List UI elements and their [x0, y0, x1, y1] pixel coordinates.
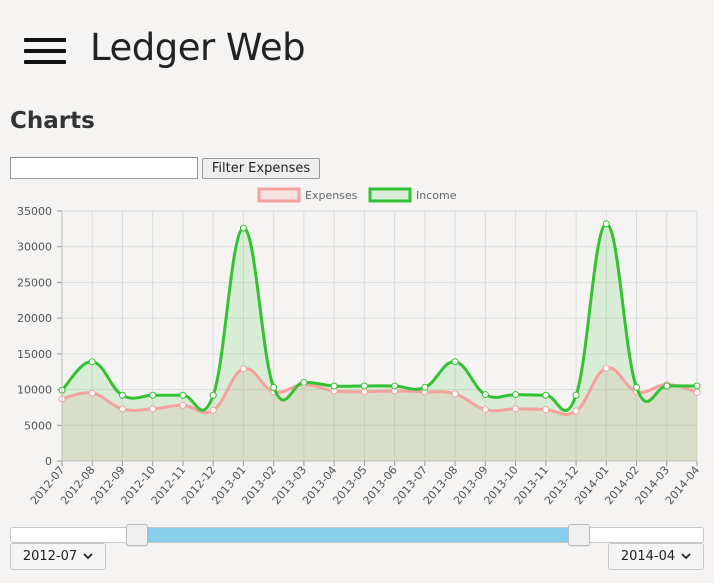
slider-end-handle[interactable] — [568, 524, 591, 546]
expenses-point — [542, 406, 550, 414]
y-tick-label: 10000 — [17, 384, 52, 397]
income-point — [179, 391, 187, 399]
expenses-point — [118, 405, 126, 413]
y-tick-label: 15000 — [17, 348, 52, 361]
income-point — [602, 220, 610, 228]
end-date-select[interactable]: 2014-04 — [608, 543, 704, 570]
income-point — [391, 382, 399, 390]
expenses-area — [62, 367, 697, 461]
income-point — [512, 391, 520, 399]
hamburger-menu-icon[interactable] — [24, 38, 66, 64]
income-point — [209, 391, 217, 399]
date-range-slider[interactable] — [10, 524, 704, 546]
legend-swatch-income — [368, 187, 412, 203]
income-point — [330, 382, 338, 390]
y-tick-label: 30000 — [17, 241, 52, 254]
start-date-value: 2012-07 — [22, 549, 78, 564]
expenses-point — [512, 405, 520, 413]
expenses-point — [88, 389, 96, 397]
income-point — [572, 391, 580, 399]
income-point — [118, 391, 126, 399]
income-point — [270, 383, 278, 391]
chevron-down-icon — [681, 553, 691, 560]
expenses-point — [149, 405, 157, 413]
legend-swatch-expenses — [257, 187, 301, 203]
slider-start-handle[interactable] — [125, 524, 148, 546]
expenses-line — [61, 366, 698, 416]
income-area — [62, 223, 697, 461]
chevron-down-icon — [83, 553, 93, 560]
income-point — [149, 391, 157, 399]
income-point — [663, 382, 671, 390]
expenses-point — [481, 406, 489, 414]
y-tick-label: 20000 — [17, 312, 52, 325]
legend-label-income: Income — [416, 189, 457, 202]
expenses-point — [451, 390, 459, 398]
income-point — [451, 358, 459, 366]
income-point — [88, 358, 96, 366]
income-point — [542, 391, 550, 399]
start-date-select[interactable]: 2012-07 — [10, 543, 106, 570]
income-point — [693, 382, 701, 390]
income-point — [360, 382, 368, 390]
expenses-point — [360, 388, 368, 396]
income-expenses-chart: 050001000015000200002500030000350002012-… — [17, 187, 702, 507]
filter-expenses-button[interactable]: Filter Expenses — [202, 158, 320, 179]
app-title: Ledger Web — [90, 26, 306, 69]
income-point — [633, 383, 641, 391]
filter-input[interactable] — [10, 157, 198, 179]
y-tick-label: 35000 — [17, 205, 52, 218]
expenses-point — [602, 364, 610, 372]
income-point — [481, 391, 489, 399]
expenses-point — [239, 365, 247, 373]
end-date-value: 2014-04 — [620, 549, 676, 564]
slider-selected-range — [135, 528, 579, 542]
expenses-point — [179, 401, 187, 409]
y-tick-label: 25000 — [17, 276, 52, 289]
expenses-point — [693, 388, 701, 396]
income-point — [421, 383, 429, 391]
page-title: Charts — [10, 108, 95, 134]
y-tick-label: 5000 — [24, 419, 52, 432]
expenses-point — [572, 407, 580, 415]
income-point — [239, 224, 247, 232]
y-tick-label: 0 — [45, 455, 52, 468]
expenses-point — [209, 406, 217, 414]
legend-label-expenses: Expenses — [305, 189, 358, 202]
income-point — [300, 378, 308, 386]
